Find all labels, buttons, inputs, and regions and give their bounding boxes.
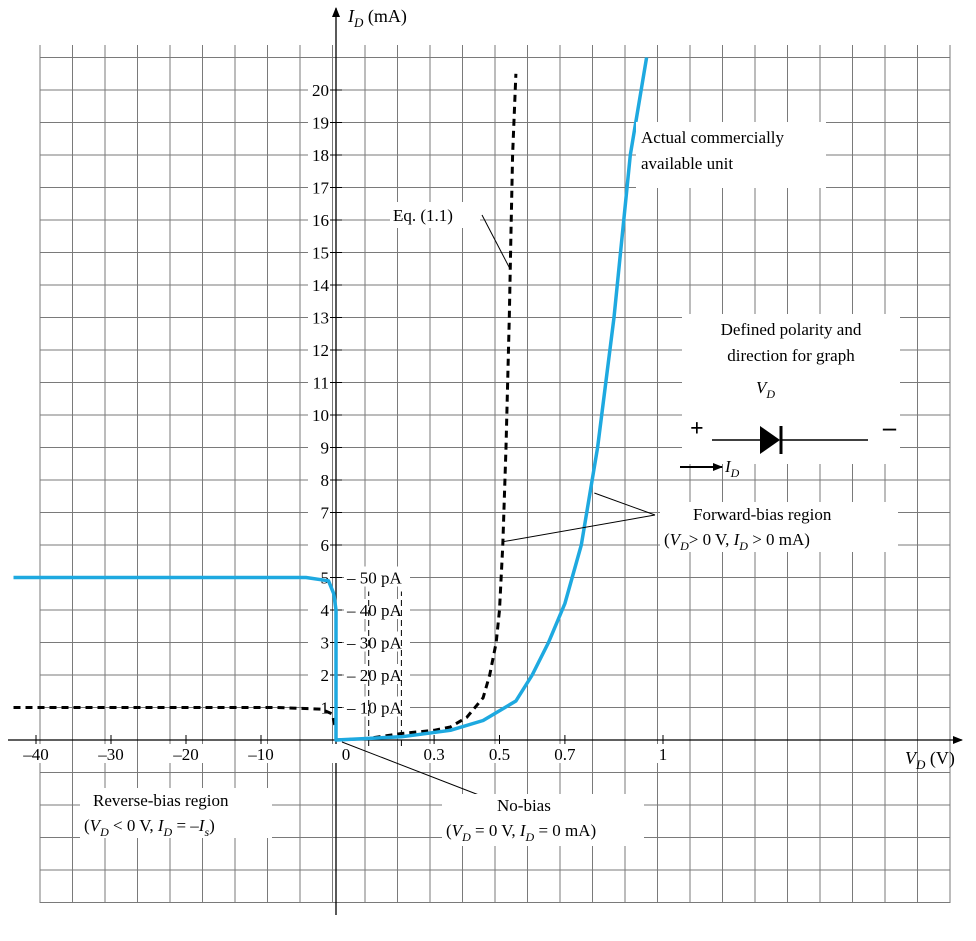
curves (13, 57, 649, 742)
x-tick-label: 0 (342, 745, 351, 764)
x-tick-bg (332, 744, 360, 763)
y-tick-label: 19 (312, 114, 329, 133)
y-tick-label: 4 (321, 601, 330, 620)
x-tick-label: –40 (22, 745, 49, 764)
y-tick-bg (308, 501, 330, 522)
y-tick-bg (308, 599, 330, 619)
x-tick-label: 0.7 (554, 745, 576, 764)
x-tick-label: –10 (247, 745, 274, 764)
pa-tick-label: – 50 pA (346, 569, 403, 588)
x-tick-bg (91, 744, 131, 763)
vd-diode-label: VD (756, 378, 775, 401)
y-tick-bg (308, 274, 330, 294)
leader-line (341, 741, 498, 803)
forward-bias-title: Forward-bias region (693, 505, 832, 524)
y-tick-bg (308, 436, 330, 457)
pa-tick-label: – 20 pA (346, 666, 403, 685)
leader-line (502, 514, 656, 543)
leader-line (481, 214, 511, 269)
actual-unit-label-line1: Actual commercially (641, 128, 785, 147)
y-tick-label: 10 (312, 406, 329, 425)
y-tick-bg (308, 631, 330, 652)
x-tick-label: 0.3 (423, 745, 444, 764)
pa-tick-bg (344, 664, 410, 684)
y-tick-label: 2 (321, 666, 330, 685)
no-bias-condition: (VD = 0 V, ID = 0 mA) (446, 821, 596, 844)
reverse-bias-condition: (VD < 0 V, ID = –Is) (84, 816, 215, 839)
x-tick-bg (550, 744, 579, 763)
x-tick-bg (166, 744, 206, 763)
y-tick-label: 12 (312, 341, 329, 360)
minus-sign: – (882, 413, 897, 442)
diode-icon (760, 426, 780, 454)
y-tick-label: 3 (321, 634, 330, 653)
y-tick-bg (308, 664, 330, 684)
y-tick-bg (308, 306, 330, 327)
id-arrow-label: ID (724, 457, 740, 480)
y-tick-bg (308, 404, 330, 424)
x-tick-bg (16, 744, 56, 763)
pa-tick-bg (344, 631, 410, 652)
reverse-bias-title: Reverse-bias region (93, 791, 229, 810)
y-axis-label: ID (mA) (347, 6, 407, 30)
y-tick-bg (308, 209, 330, 229)
y-tick-bg (308, 176, 330, 197)
forward-bias-condition: (VD> 0 V, ID > 0 mA) (664, 530, 810, 553)
y-tick-label: 20 (312, 81, 329, 100)
y-tick-label: 13 (312, 309, 329, 328)
y-tick-bg (308, 696, 330, 717)
actual-unit-label-line2: available unit (641, 154, 733, 173)
x-tick-label: 1 (659, 745, 668, 764)
y-tick-bg (308, 339, 330, 359)
y-tick-label: 16 (312, 211, 329, 230)
y-tick-bg (308, 534, 330, 554)
leader-line (594, 492, 656, 516)
x-axis-label: VD (V) (905, 748, 955, 772)
x-tick-label: –30 (97, 745, 124, 764)
plus-sign: + (690, 416, 704, 442)
y-tick-bg (308, 371, 330, 392)
pa-tick-bg (344, 696, 410, 717)
defined-polarity-line2: direction for graph (727, 346, 855, 365)
pa-tick-label: – 30 pA (346, 634, 403, 653)
pa-tick-label: – 10 pA (346, 699, 403, 718)
y-tick-label: 14 (312, 276, 330, 295)
y-tick-label: 8 (321, 471, 330, 490)
pa-tick-bg (344, 599, 410, 619)
y-tick-label: 6 (321, 536, 330, 555)
x-tick-bg (420, 744, 449, 763)
x-tick-bg (241, 744, 281, 763)
annotation-leaders (341, 214, 656, 803)
y-tick-bg (308, 144, 330, 164)
y-tick-label: 9 (321, 439, 330, 458)
y-tick-label: 17 (312, 179, 330, 198)
x-tick-label: –20 (172, 745, 199, 764)
y-tick-label: 1 (321, 699, 330, 718)
x-tick-bg (485, 744, 514, 763)
no-bias-title: No-bias (497, 796, 551, 815)
y-tick-bg (308, 469, 330, 489)
y-tick-label: 7 (321, 504, 330, 523)
y-tick-bg (308, 241, 330, 262)
y-tick-label: 11 (313, 374, 329, 393)
y-tick-bg (308, 79, 330, 99)
curve-eq-1-1 (13, 73, 518, 742)
y-tick-label: 18 (312, 146, 329, 165)
axes (8, 7, 963, 915)
y-tick-bg (308, 111, 330, 132)
y-tick-label: 5 (321, 569, 330, 588)
y-tick-label: 15 (312, 244, 329, 263)
pa-tick-bg (344, 566, 410, 587)
curve-actual-unit (13, 57, 649, 742)
eq-label: Eq. (1.1) (393, 206, 453, 225)
pa-tick-label: – 40 pA (346, 601, 403, 620)
x-tick-bg (649, 744, 677, 763)
defined-polarity-line1: Defined polarity and (721, 320, 862, 339)
x-tick-label: 0.5 (489, 745, 510, 764)
